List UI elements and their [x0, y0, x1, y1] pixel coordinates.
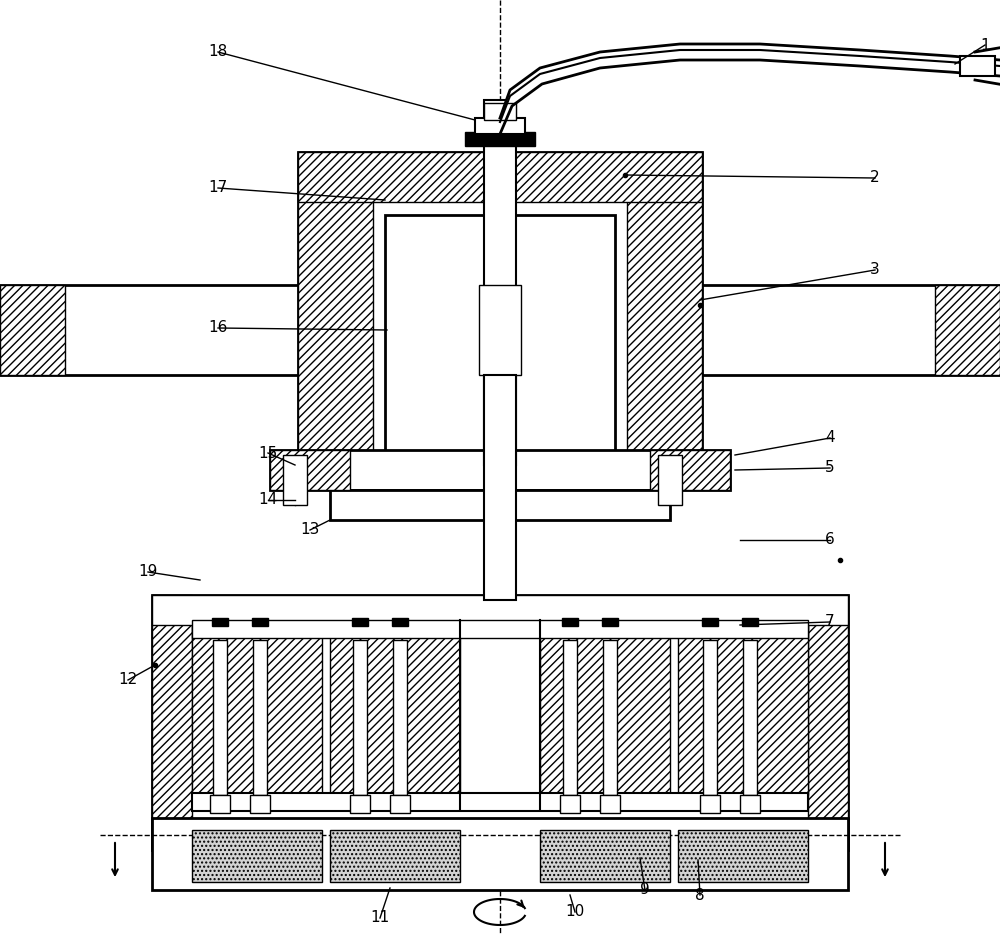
- Bar: [330, 625, 460, 795]
- Bar: [270, 450, 350, 490]
- Bar: [650, 450, 730, 490]
- Bar: [192, 830, 322, 882]
- Text: 5: 5: [825, 460, 835, 475]
- Bar: [213, 640, 227, 795]
- Bar: [152, 820, 848, 850]
- Bar: [392, 618, 408, 626]
- Polygon shape: [500, 44, 1000, 134]
- Bar: [0, 285, 1000, 375]
- Bar: [743, 640, 757, 795]
- Text: 19: 19: [138, 564, 158, 579]
- Text: 16: 16: [208, 320, 228, 335]
- Text: 2: 2: [870, 171, 880, 186]
- Text: 10: 10: [565, 904, 585, 919]
- Bar: [192, 620, 808, 638]
- Bar: [252, 618, 268, 626]
- Bar: [298, 152, 702, 452]
- Bar: [560, 795, 580, 813]
- Bar: [703, 640, 717, 795]
- Bar: [658, 455, 682, 505]
- Bar: [678, 625, 808, 795]
- Bar: [390, 795, 410, 813]
- Text: 1: 1: [980, 37, 990, 52]
- Text: 3: 3: [870, 262, 880, 277]
- Text: 18: 18: [208, 45, 228, 60]
- Bar: [270, 450, 730, 490]
- Bar: [484, 375, 516, 600]
- Bar: [602, 618, 618, 626]
- Text: 17: 17: [208, 180, 228, 195]
- Bar: [484, 100, 516, 465]
- Bar: [330, 830, 460, 882]
- Bar: [562, 618, 578, 626]
- Bar: [742, 618, 758, 626]
- Text: 12: 12: [118, 672, 138, 687]
- Bar: [678, 830, 808, 882]
- Bar: [935, 285, 1000, 375]
- Bar: [192, 793, 808, 811]
- Bar: [627, 152, 702, 452]
- Bar: [603, 640, 617, 795]
- Bar: [0, 285, 65, 375]
- Bar: [350, 795, 370, 813]
- Bar: [563, 640, 577, 795]
- Bar: [253, 640, 267, 795]
- Text: 7: 7: [825, 615, 835, 630]
- Bar: [283, 455, 307, 505]
- Bar: [152, 595, 848, 850]
- Bar: [465, 132, 535, 146]
- Bar: [475, 118, 525, 134]
- Text: 4: 4: [825, 431, 835, 446]
- Bar: [152, 595, 848, 625]
- Bar: [702, 618, 718, 626]
- Bar: [212, 618, 228, 626]
- Bar: [484, 103, 516, 120]
- Bar: [352, 618, 368, 626]
- Text: 6: 6: [825, 532, 835, 547]
- Bar: [250, 795, 270, 813]
- Bar: [740, 795, 760, 813]
- Bar: [700, 795, 720, 813]
- Bar: [540, 625, 670, 795]
- Bar: [298, 152, 373, 452]
- Bar: [152, 595, 192, 850]
- Bar: [600, 795, 620, 813]
- Bar: [960, 56, 995, 76]
- Text: 11: 11: [370, 911, 390, 926]
- Bar: [385, 215, 615, 455]
- Text: 8: 8: [695, 887, 705, 902]
- Bar: [393, 640, 407, 795]
- Bar: [540, 830, 670, 882]
- Bar: [330, 490, 670, 520]
- Text: 9: 9: [640, 883, 650, 898]
- Bar: [479, 285, 521, 375]
- Text: 15: 15: [258, 446, 278, 460]
- Bar: [152, 818, 848, 890]
- Bar: [353, 640, 367, 795]
- Text: 14: 14: [258, 492, 278, 507]
- Bar: [192, 625, 322, 795]
- Bar: [808, 595, 848, 850]
- Bar: [298, 152, 702, 202]
- Bar: [210, 795, 230, 813]
- Text: 13: 13: [300, 522, 320, 537]
